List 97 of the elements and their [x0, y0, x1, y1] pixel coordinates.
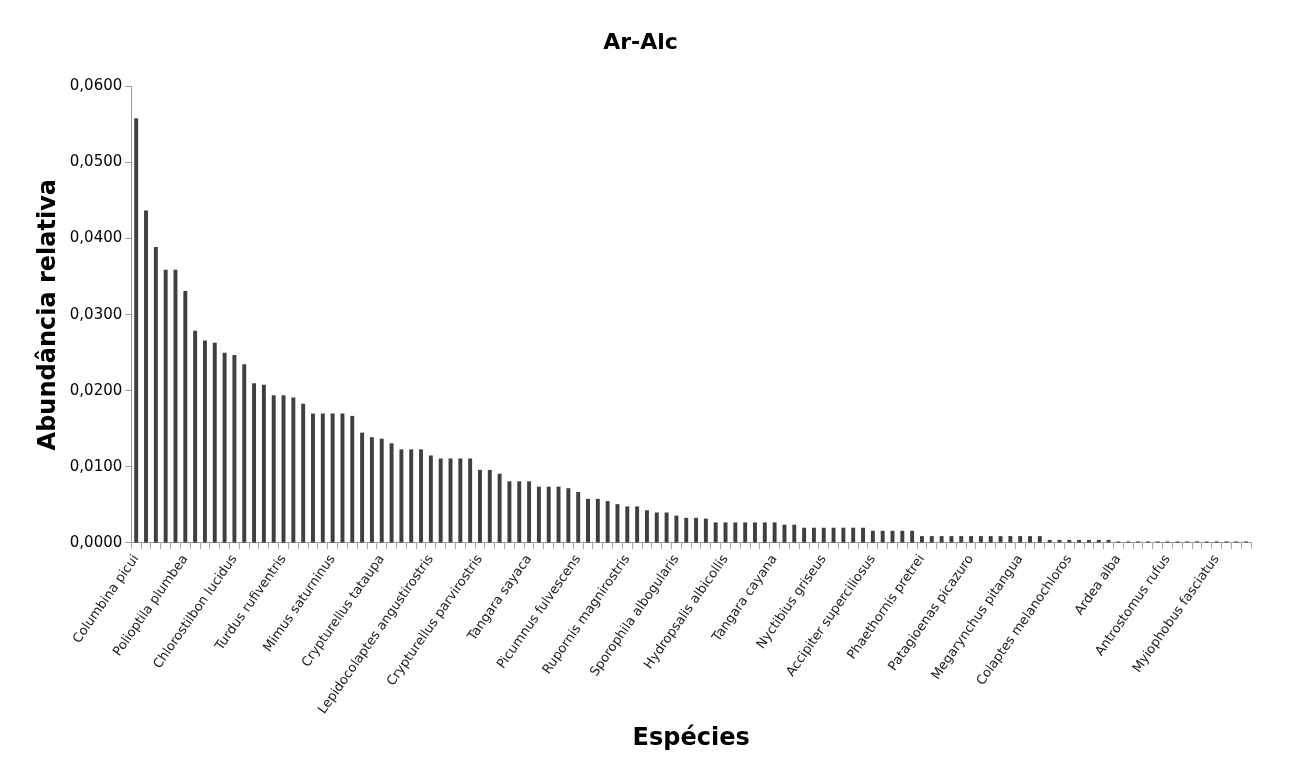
- chart-title: Ar-Alc: [603, 28, 678, 54]
- bar: [959, 536, 964, 543]
- y-tick-label: 0,0200: [69, 380, 123, 399]
- bar: [821, 527, 826, 543]
- bar: [350, 415, 355, 543]
- bar: [782, 524, 787, 543]
- bar: [360, 432, 365, 543]
- bar: [546, 486, 551, 543]
- bar: [183, 291, 188, 543]
- bar: [939, 536, 944, 543]
- bar: [998, 536, 1003, 543]
- bar: [497, 473, 502, 543]
- y-tick-label: 0,0400: [69, 228, 123, 247]
- bar: [929, 536, 934, 543]
- bar: [369, 437, 374, 543]
- bar: [232, 355, 237, 543]
- y-axis-title: Abundância relativa: [32, 178, 61, 451]
- bar: [144, 210, 148, 543]
- bar: [753, 522, 757, 543]
- bar: [1008, 536, 1013, 543]
- bar: [330, 413, 335, 543]
- bar: [625, 506, 630, 543]
- bar: [379, 438, 384, 543]
- bar: [428, 455, 433, 543]
- bar: [733, 522, 738, 543]
- bar: [694, 517, 699, 543]
- bar: [507, 481, 512, 543]
- bar: [409, 449, 414, 543]
- bar: [261, 384, 266, 543]
- bar: [605, 501, 610, 543]
- bar: [212, 342, 217, 543]
- bar: [478, 469, 482, 543]
- bar: [320, 413, 325, 543]
- bar: [920, 536, 924, 543]
- bar: [134, 118, 139, 543]
- y-tick-label: 0,0300: [69, 304, 123, 323]
- bar: [684, 517, 689, 543]
- bar: [1037, 536, 1042, 543]
- bar: [586, 498, 590, 543]
- bar: [301, 403, 306, 543]
- bar: [743, 522, 748, 543]
- bar: [654, 512, 659, 543]
- bar: [311, 413, 315, 543]
- bar: [222, 352, 227, 543]
- bar: [1028, 536, 1032, 543]
- bar: [242, 364, 247, 543]
- bar: [419, 449, 423, 543]
- bar: [851, 527, 856, 543]
- bar: [556, 486, 561, 543]
- y-tick-label: 0,0500: [69, 152, 123, 171]
- bar: [291, 397, 296, 543]
- bar: [1018, 536, 1023, 543]
- bar: [163, 269, 168, 543]
- bar: [399, 449, 404, 543]
- bar: [517, 481, 522, 543]
- bar: [861, 527, 865, 543]
- bar: [870, 530, 875, 543]
- bar: [802, 527, 807, 543]
- bar: [674, 515, 679, 543]
- bar: [703, 518, 708, 543]
- bar: [487, 469, 492, 543]
- bar: [841, 527, 846, 543]
- bar: [664, 512, 669, 543]
- bar: [271, 395, 276, 543]
- bar: [566, 488, 571, 543]
- bar: [831, 527, 836, 543]
- bar: [969, 536, 974, 543]
- bar: [252, 383, 257, 543]
- y-tick-label: 0,0100: [69, 456, 123, 475]
- bar: [792, 524, 797, 543]
- bar: [949, 536, 954, 543]
- bar: [635, 506, 640, 543]
- bar: [202, 340, 207, 543]
- x-axis-title: Espécies: [632, 722, 750, 751]
- bar: [576, 491, 581, 543]
- bar: [772, 522, 777, 543]
- bar: [458, 458, 463, 543]
- bar: [762, 522, 767, 543]
- bar: [527, 481, 532, 543]
- bar: [193, 330, 198, 543]
- bar: [340, 413, 345, 543]
- y-tick-label: 0,0600: [69, 76, 123, 95]
- bar: [811, 527, 816, 543]
- bar: [468, 458, 473, 543]
- bar: [978, 536, 983, 543]
- bar: [988, 536, 993, 543]
- bar: [389, 443, 394, 543]
- bar: [595, 498, 600, 543]
- bar: [880, 530, 885, 543]
- bar: [438, 458, 443, 543]
- y-tick-label: 0,0000: [69, 532, 123, 551]
- bar: [536, 486, 541, 543]
- bar: [644, 510, 649, 543]
- bar: [153, 246, 158, 543]
- bar: [713, 522, 718, 543]
- bar: [910, 530, 915, 543]
- bar: [900, 530, 905, 543]
